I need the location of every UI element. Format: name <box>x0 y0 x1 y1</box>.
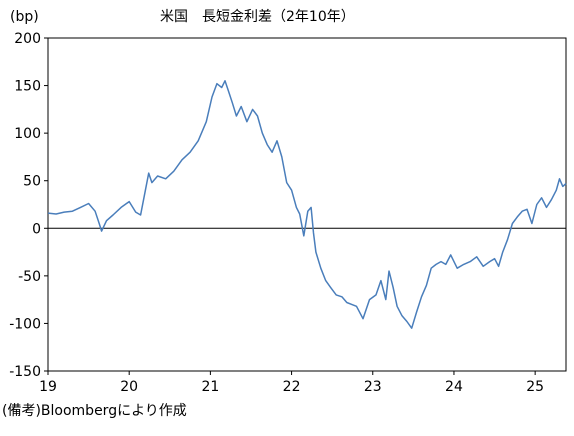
source-note: (備考)Bloombergにより作成 <box>2 403 187 419</box>
y-tick-label: 200 <box>14 31 41 47</box>
y-axis-label: (bp) <box>10 9 39 25</box>
x-tick-label: 20 <box>120 379 138 395</box>
chart-title: 米国 長短金利差（2年10年） <box>160 9 355 25</box>
x-tick-label: 24 <box>445 379 463 395</box>
y-tick-label: 100 <box>14 126 41 142</box>
x-tick-label: 21 <box>201 379 219 395</box>
y-tick-label: 150 <box>14 79 41 95</box>
y-axis-ticks: 200 150 100 50 0 -50 -100 -150 <box>9 31 48 380</box>
y-tick-label: 0 <box>32 221 41 237</box>
x-tick-label: 19 <box>39 379 57 395</box>
x-tick-label: 25 <box>526 379 544 395</box>
plot-frame <box>47 37 567 372</box>
series-line-0 <box>47 80 567 329</box>
y-tick-label: -150 <box>9 364 41 380</box>
y-tick-label: 50 <box>23 174 41 190</box>
y-tick-label: -50 <box>18 269 41 285</box>
axes-group <box>47 37 567 372</box>
y-tick-label: -100 <box>9 316 41 332</box>
x-tick-label: 23 <box>364 379 382 395</box>
x-axis-ticks: 19 20 21 22 23 24 25 <box>39 371 544 395</box>
series-group <box>47 80 567 329</box>
x-tick-label: 22 <box>283 379 301 395</box>
